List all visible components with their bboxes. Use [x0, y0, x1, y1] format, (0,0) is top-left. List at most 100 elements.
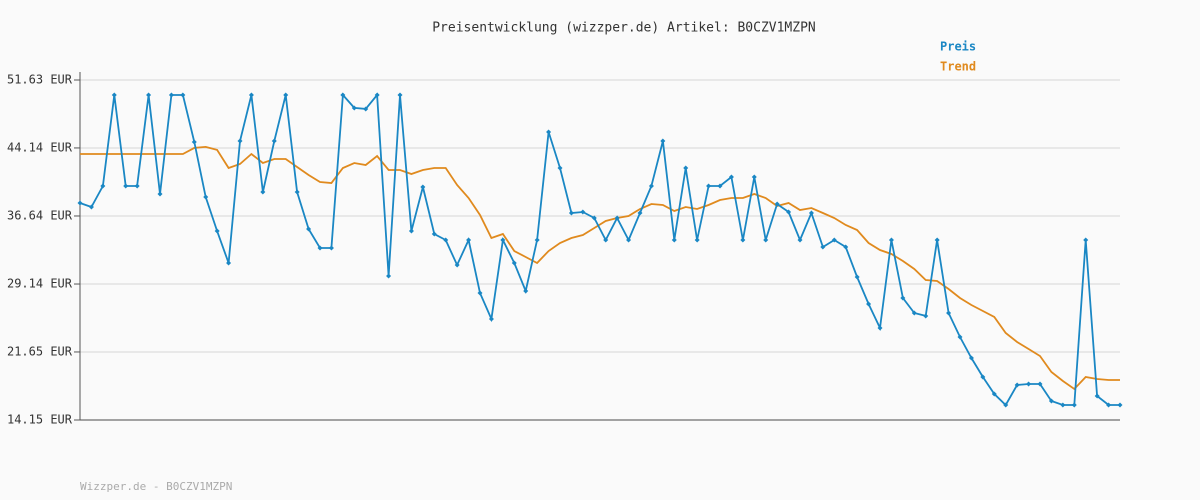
point: [408, 228, 414, 234]
y-tick-label: 36.64 EUR: [7, 208, 73, 222]
point: [248, 92, 254, 98]
point: [854, 274, 860, 280]
point: [683, 165, 689, 171]
point: [77, 200, 83, 206]
point: [317, 245, 323, 251]
y-tick-label: 51.63 EUR: [7, 73, 73, 87]
point: [134, 183, 140, 189]
point: [386, 273, 392, 279]
point: [580, 209, 586, 215]
point: [660, 138, 666, 144]
series-line: [79, 92, 1120, 407]
point: [1083, 237, 1089, 243]
point: [751, 174, 757, 180]
point: [306, 226, 312, 232]
point: [111, 92, 117, 98]
point: [511, 260, 517, 266]
point: [100, 183, 106, 189]
point: [294, 189, 300, 195]
point: [728, 174, 734, 180]
point: [763, 237, 769, 243]
point: [420, 184, 426, 190]
point: [1048, 398, 1054, 404]
point: [911, 310, 917, 316]
point: [923, 313, 929, 319]
point: [237, 138, 243, 144]
point: [374, 92, 380, 98]
point: [351, 105, 357, 111]
point: [1094, 393, 1100, 399]
point: [786, 209, 792, 215]
legend-label: Preis: [940, 40, 976, 54]
point: [831, 237, 837, 243]
point: [1014, 382, 1020, 388]
point: [260, 189, 266, 195]
point: [123, 183, 129, 189]
point: [843, 244, 849, 250]
point: [191, 139, 197, 145]
point: [934, 237, 940, 243]
y-tick-label: 21.65 EUR: [7, 344, 73, 358]
point: [340, 92, 346, 98]
point: [603, 237, 609, 243]
chart-title: Preisentwicklung (wizzper.de) Artikel: B…: [432, 21, 816, 36]
point: [443, 237, 449, 243]
point: [706, 183, 712, 189]
point: [488, 316, 494, 322]
point: [546, 129, 552, 135]
point: [797, 237, 803, 243]
point: [888, 237, 894, 243]
point: [774, 201, 780, 207]
point: [214, 228, 220, 234]
point: [900, 295, 906, 301]
point: [431, 231, 437, 237]
point: [168, 92, 174, 98]
point: [523, 288, 529, 294]
y-tick-label: 14.15 EUR: [7, 413, 73, 427]
point: [397, 92, 403, 98]
point: [180, 92, 186, 98]
point: [1037, 381, 1043, 387]
point: [968, 355, 974, 361]
point: [694, 237, 700, 243]
point: [534, 237, 540, 243]
point: [1060, 402, 1066, 408]
point: [717, 183, 723, 189]
point: [1106, 402, 1112, 408]
point: [877, 325, 883, 331]
point: [648, 183, 654, 189]
point: [1003, 402, 1009, 408]
point: [226, 260, 232, 266]
point: [466, 237, 472, 243]
point: [363, 106, 369, 112]
point: [866, 301, 872, 307]
point: [957, 334, 963, 340]
point: [626, 237, 632, 243]
point: [477, 290, 483, 296]
point: [203, 194, 209, 200]
point: [820, 244, 826, 250]
point: [454, 262, 460, 268]
footer: Wizzper.de - B0CZV1MZPN: [80, 480, 232, 493]
point: [980, 374, 986, 380]
point: [1071, 402, 1077, 408]
point: [614, 215, 620, 221]
y-tick-label: 44.14 EUR: [7, 140, 73, 154]
point: [1117, 402, 1123, 408]
point: [328, 245, 334, 251]
point: [637, 210, 643, 216]
point: [283, 92, 289, 98]
point: [671, 237, 677, 243]
point: [591, 215, 597, 221]
point: [271, 138, 277, 144]
point: [157, 191, 163, 197]
point: [991, 391, 997, 397]
point: [946, 310, 952, 316]
y-tick-label: 29.14 EUR: [7, 277, 73, 291]
series-line: [80, 145, 1120, 391]
point: [146, 92, 152, 98]
point: [808, 210, 814, 216]
